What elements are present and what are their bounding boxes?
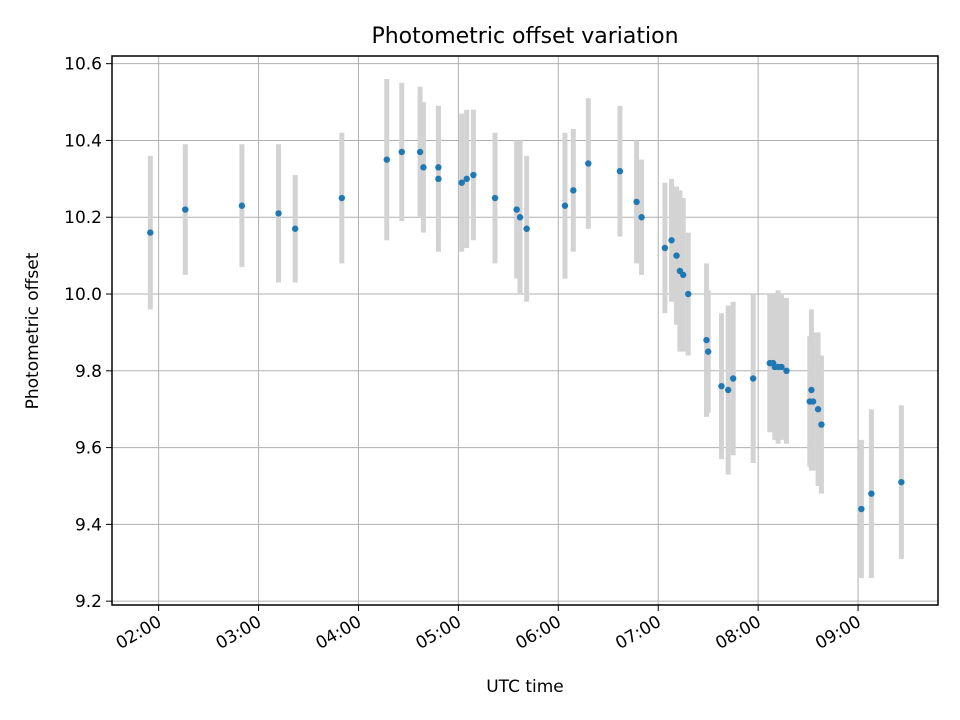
data-point: [685, 290, 692, 298]
x-tick-label: 04:00: [313, 612, 365, 654]
chart-title: Photometric offset variation: [371, 24, 678, 49]
plot-frame: [111, 55, 939, 606]
y-tick-label: 10.4: [64, 131, 102, 151]
grid: [112, 56, 938, 605]
y-tick-label: 9.4: [75, 515, 102, 535]
data-point: [147, 229, 154, 236]
data-points: [147, 148, 905, 513]
y-tick-label: 9.2: [75, 592, 102, 612]
y-tick-label: 10.6: [64, 55, 102, 75]
data-point: [416, 148, 424, 156]
data-point: [680, 271, 687, 279]
x-tick-label: 07:00: [612, 612, 664, 654]
x-tick-label: 05:00: [412, 612, 464, 654]
data-point: [703, 336, 710, 344]
data-point: [420, 164, 427, 171]
data-point: [718, 382, 725, 390]
data-point: [491, 194, 499, 202]
data-point: [673, 252, 680, 259]
data-point: [638, 214, 645, 221]
data-point: [291, 225, 299, 232]
y-axis-ticks: 9.2 9.4 9.6 9.8 10.0 10.2 10.4 10.6: [64, 55, 112, 612]
data-point: [749, 375, 757, 382]
data-point: [338, 194, 346, 202]
x-tick-label: 09:00: [812, 612, 864, 654]
data-point: [729, 375, 737, 382]
data-point: [275, 210, 282, 217]
y-tick-label: 10.0: [64, 285, 102, 305]
data-point: [898, 478, 905, 486]
data-point: [704, 348, 712, 355]
x-axis-label: UTC time: [486, 677, 564, 697]
data-point: [661, 244, 669, 252]
data-point: [818, 421, 825, 428]
y-tick-label: 9.8: [75, 362, 102, 382]
data-point: [616, 167, 624, 175]
data-point: [783, 367, 790, 375]
y-axis-label: Photometric offset: [23, 252, 43, 409]
data-point: [238, 202, 246, 209]
data-point: [809, 398, 817, 405]
data-point: [182, 206, 189, 213]
data-point: [808, 386, 815, 394]
data-point: [435, 175, 442, 183]
data-point: [561, 202, 569, 209]
x-tick-label: 02:00: [113, 612, 165, 654]
x-tick-label: 08:00: [712, 612, 764, 654]
data-point: [463, 175, 470, 183]
data-point: [398, 148, 405, 156]
data-point: [814, 406, 822, 413]
data-point: [470, 171, 477, 179]
data-point: [523, 225, 530, 232]
data-point: [516, 214, 524, 221]
y-tick-label: 10.2: [64, 208, 102, 228]
data-point: [724, 386, 732, 394]
data-point: [668, 237, 675, 244]
data-point: [383, 156, 390, 163]
data-point: [868, 490, 875, 497]
x-axis-ticks: 02:00 03:00 04:00 05:00 06:00 07:00 08:00 09:00: [113, 605, 865, 654]
data-point: [435, 164, 442, 171]
data-point: [585, 160, 592, 167]
y-tick-label: 9.6: [75, 439, 102, 459]
x-tick-label: 06:00: [512, 612, 564, 654]
data-point: [778, 363, 785, 371]
data-point: [633, 198, 640, 206]
x-tick-label: 03:00: [213, 612, 265, 654]
data-point: [513, 206, 520, 213]
data-point: [458, 179, 465, 186]
error-bars: [147, 79, 904, 579]
data-point: [570, 187, 577, 194]
data-point: [858, 505, 865, 513]
